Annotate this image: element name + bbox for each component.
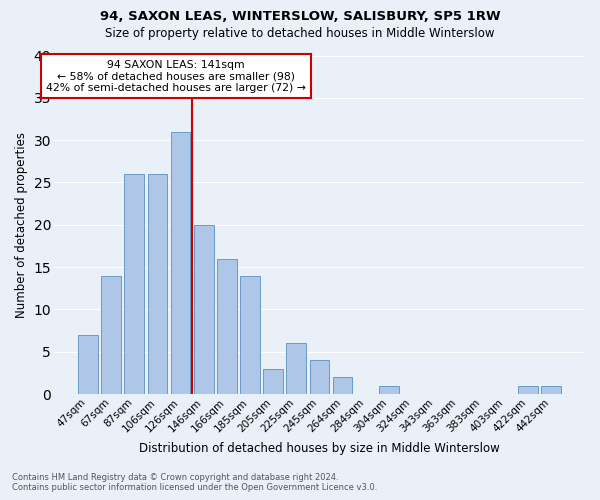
Bar [518, 386, 538, 394]
Bar [124, 174, 144, 394]
Bar [263, 368, 283, 394]
X-axis label: Distribution of detached houses by size in Middle Winterslow: Distribution of detached houses by size … [139, 442, 500, 455]
Bar [333, 377, 352, 394]
Bar [541, 386, 561, 394]
Bar [310, 360, 329, 394]
Bar [78, 335, 98, 394]
Bar [217, 258, 237, 394]
Bar [101, 276, 121, 394]
Bar [194, 225, 214, 394]
Bar [240, 276, 260, 394]
Bar [171, 132, 190, 394]
Text: Size of property relative to detached houses in Middle Winterslow: Size of property relative to detached ho… [105, 28, 495, 40]
Bar [148, 174, 167, 394]
Bar [379, 386, 399, 394]
Bar [286, 344, 306, 394]
Text: 94 SAXON LEAS: 141sqm
← 58% of detached houses are smaller (98)
42% of semi-deta: 94 SAXON LEAS: 141sqm ← 58% of detached … [46, 60, 306, 93]
Y-axis label: Number of detached properties: Number of detached properties [15, 132, 28, 318]
Text: 94, SAXON LEAS, WINTERSLOW, SALISBURY, SP5 1RW: 94, SAXON LEAS, WINTERSLOW, SALISBURY, S… [100, 10, 500, 23]
Text: Contains HM Land Registry data © Crown copyright and database right 2024.
Contai: Contains HM Land Registry data © Crown c… [12, 473, 377, 492]
